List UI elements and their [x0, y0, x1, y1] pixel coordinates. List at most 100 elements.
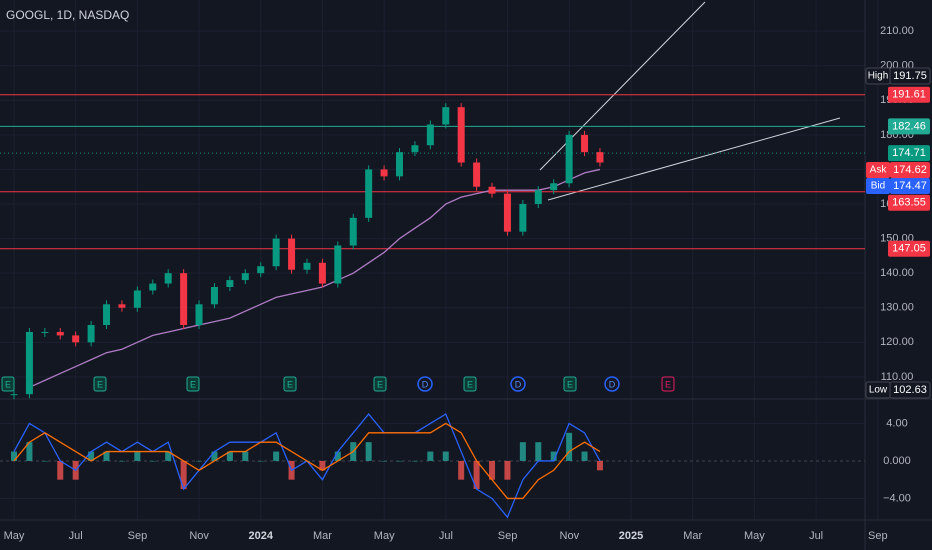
trend-line	[547, 117, 841, 201]
histogram-bar	[596, 460, 603, 471]
candle	[519, 204, 527, 232]
earnings-marker	[93, 376, 107, 392]
earnings-marker	[1, 376, 15, 392]
candle	[180, 273, 188, 326]
x-tick-label: Sep	[868, 530, 888, 542]
earnings-marker	[186, 376, 200, 392]
candle	[210, 287, 218, 305]
x-tick-label: May	[4, 530, 25, 542]
x-tick-label: Nov	[560, 530, 580, 542]
tag-name: Ask	[870, 165, 888, 176]
candle	[226, 280, 234, 288]
event-label: E	[97, 379, 103, 389]
candle	[288, 238, 296, 270]
candle	[195, 304, 203, 326]
event-label: E	[567, 379, 573, 389]
earnings-marker	[661, 376, 675, 392]
histogram-bar	[519, 442, 526, 461]
price-tag	[888, 145, 930, 162]
histogram-bar	[149, 460, 156, 462]
event-label: E	[467, 379, 473, 389]
dividend-marker	[417, 376, 433, 392]
candle	[10, 394, 18, 396]
x-tick-label: Jul	[809, 530, 823, 542]
price-tag	[888, 118, 930, 135]
price-tag	[888, 194, 930, 211]
grid	[0, 0, 879, 520]
histogram-bar	[458, 460, 465, 480]
histogram-bar	[381, 460, 388, 462]
candle	[118, 304, 126, 308]
x-tick-label: Sep	[128, 530, 148, 542]
earnings-marker	[463, 376, 477, 392]
candle	[334, 245, 342, 284]
tag-name: Low	[869, 385, 888, 396]
x-tick-label: Mar	[683, 530, 702, 542]
y-tick-label: 210.00	[880, 25, 914, 37]
earnings-marker	[373, 376, 387, 392]
price-tag-label: 174.71	[892, 147, 926, 159]
histogram-bar	[118, 460, 125, 462]
candle	[488, 186, 496, 194]
dividend-marker	[510, 376, 526, 392]
price-tag	[888, 86, 930, 103]
y-tick-label: 130.00	[880, 302, 914, 314]
earnings-marker	[563, 376, 577, 392]
candle	[473, 162, 481, 187]
tag-value-box	[890, 162, 930, 178]
event-label: E	[5, 379, 11, 389]
candle	[164, 273, 172, 284]
histogram-bar	[180, 460, 187, 490]
x-tick-label: Jul	[439, 530, 453, 542]
candle	[257, 266, 265, 274]
histogram-bar	[88, 451, 95, 461]
tag-value-box	[890, 178, 930, 194]
x-tick-label: 2025	[619, 530, 643, 542]
tag-value: 174.47	[893, 180, 927, 192]
candle	[103, 304, 111, 326]
candle	[318, 262, 326, 284]
histogram-bar	[319, 460, 326, 471]
histogram-bar	[11, 451, 17, 461]
candle	[596, 152, 604, 163]
histogram-bar	[365, 442, 372, 461]
candle	[457, 107, 465, 163]
tag-value: 102.63	[893, 384, 927, 396]
candle	[396, 152, 403, 177]
event-label: E	[665, 379, 671, 389]
histogram-bar	[41, 460, 48, 462]
candle	[41, 331, 49, 333]
candle	[565, 134, 573, 184]
candle	[581, 134, 589, 153]
x-tick-label: Sep	[498, 530, 518, 542]
x-tick-label: May	[744, 530, 765, 542]
histogram-bar	[103, 451, 110, 461]
price-tag-label: 191.61	[892, 89, 926, 101]
candle	[349, 217, 357, 246]
tag-name: High	[868, 71, 889, 82]
histogram-bar	[535, 442, 542, 461]
candle	[365, 169, 373, 218]
histogram-bar	[504, 460, 511, 480]
histogram-bar	[134, 451, 141, 461]
histogram-bar	[57, 460, 64, 480]
histogram-bar	[196, 460, 203, 462]
candle	[550, 183, 558, 191]
histogram-bar	[334, 451, 341, 461]
event-label: D	[422, 379, 429, 389]
candle	[87, 325, 95, 343]
histogram-bar	[473, 460, 480, 490]
event-label: E	[190, 379, 196, 389]
tag-value-box	[889, 67, 931, 85]
tag-value: 191.75	[893, 70, 927, 82]
candle	[56, 331, 64, 336]
y-tick-label: 120.00	[880, 336, 914, 348]
candle	[442, 107, 450, 125]
y-tick-label: 4.00	[886, 417, 907, 429]
candle	[25, 331, 33, 395]
histogram-bar	[396, 460, 403, 462]
price-tag	[888, 240, 930, 257]
event-label: E	[287, 379, 293, 389]
